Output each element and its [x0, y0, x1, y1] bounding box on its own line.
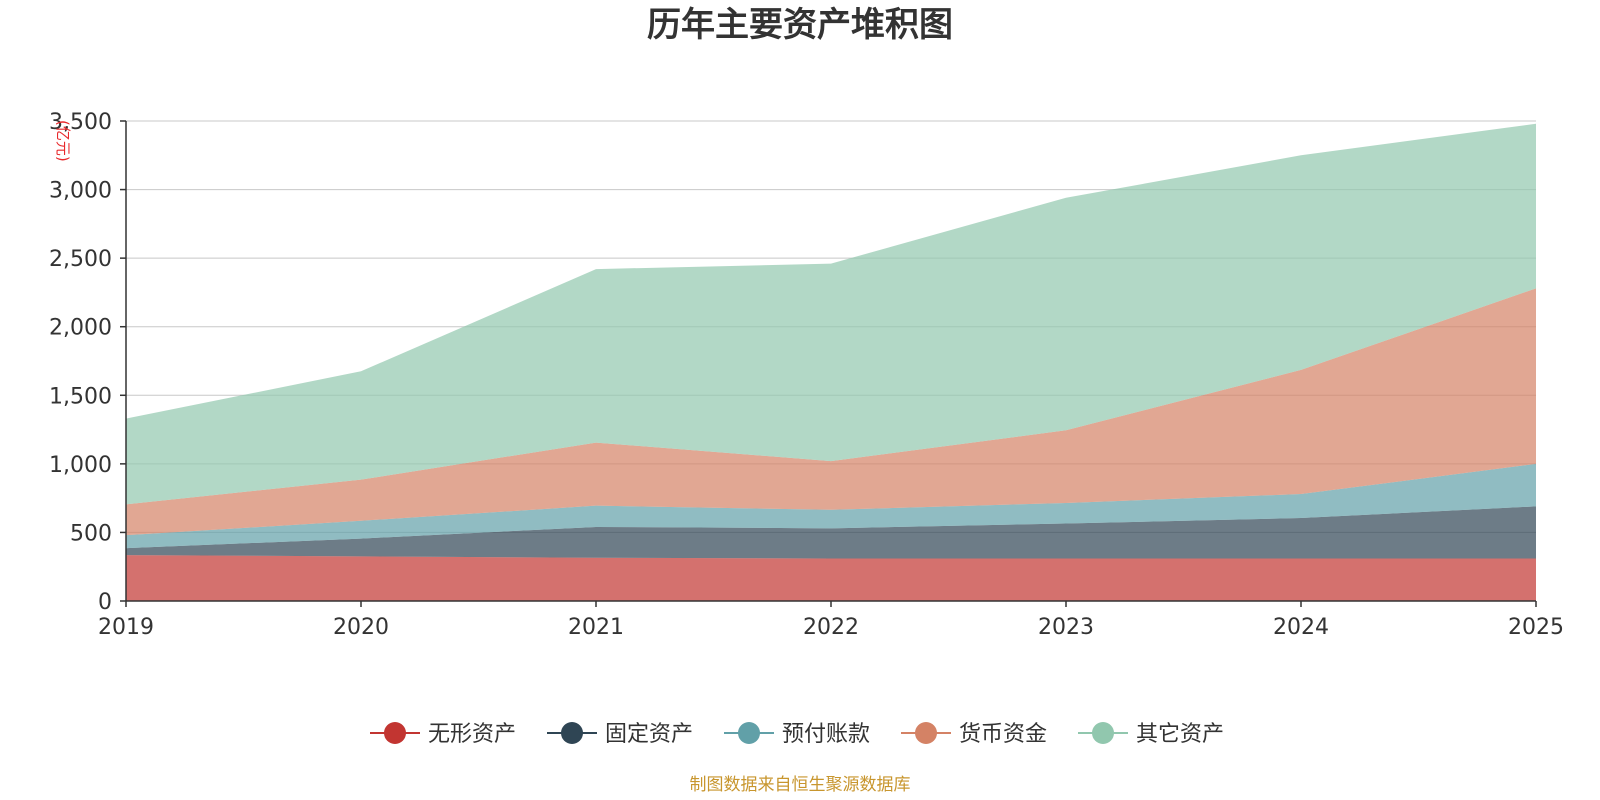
- legend-label: 货币资金: [959, 722, 1047, 747]
- source-note: 制图数据来自恒生聚源数据库: [690, 775, 911, 795]
- y-tick-label: 500: [70, 521, 112, 546]
- legend-label: 其它资产: [1136, 722, 1224, 747]
- legend-item[interactable]: 其它资产: [1078, 722, 1224, 747]
- legend-item[interactable]: 货币资金: [901, 722, 1047, 747]
- area-series-4: [126, 288, 1536, 536]
- y-tick-label: 1,500: [49, 384, 112, 409]
- y-tick-label: 1,000: [49, 453, 112, 478]
- x-tick-label: 2022: [803, 615, 859, 640]
- x-tick-label: 2020: [333, 615, 389, 640]
- legend-item[interactable]: 无形资产: [370, 722, 516, 747]
- area-series-5: [126, 123, 1536, 505]
- x-tick-label: 2021: [568, 615, 624, 640]
- y-tick-label: 2,500: [49, 247, 112, 272]
- series-areas: [126, 123, 1536, 601]
- x-tick-label: 2023: [1038, 615, 1094, 640]
- area-series-3: [126, 463, 1536, 549]
- legend-label: 预付账款: [782, 722, 870, 747]
- x-tick-label: 2019: [98, 615, 154, 640]
- legend-marker-icon: [561, 722, 583, 744]
- legend-item[interactable]: 固定资产: [547, 722, 693, 747]
- legend-marker-icon: [915, 722, 937, 744]
- y-axis-ticks: 0 500 1,000 1,500 2,000 2,500 3,000 3,500: [49, 110, 126, 615]
- legend-item[interactable]: 预付账款: [724, 722, 870, 747]
- area-series-1: [126, 555, 1536, 601]
- y-tick-label: 2,000: [49, 316, 112, 341]
- legend-label: 固定资产: [605, 722, 693, 747]
- legend: 无形资产 固定资产 预付账款 货币资金 其它资产: [370, 722, 1224, 747]
- x-axis-ticks: 2019 2020 2021 2022 2023 2024 2025: [98, 601, 1564, 640]
- y-tick-label: 3,500: [49, 110, 112, 135]
- legend-marker-icon: [738, 722, 760, 744]
- legend-marker-icon: [1092, 722, 1114, 744]
- chart-title: 历年主要资产堆积图: [647, 5, 953, 45]
- legend-marker-icon: [384, 722, 406, 744]
- x-tick-label: 2025: [1508, 615, 1564, 640]
- area-series-2: [126, 506, 1536, 559]
- x-tick-label: 2024: [1273, 615, 1329, 640]
- y-tick-label: 0: [98, 590, 112, 615]
- y-tick-label: 3,000: [49, 179, 112, 204]
- legend-label: 无形资产: [428, 722, 516, 747]
- y-axis-unit-label: (亿元): [54, 120, 72, 162]
